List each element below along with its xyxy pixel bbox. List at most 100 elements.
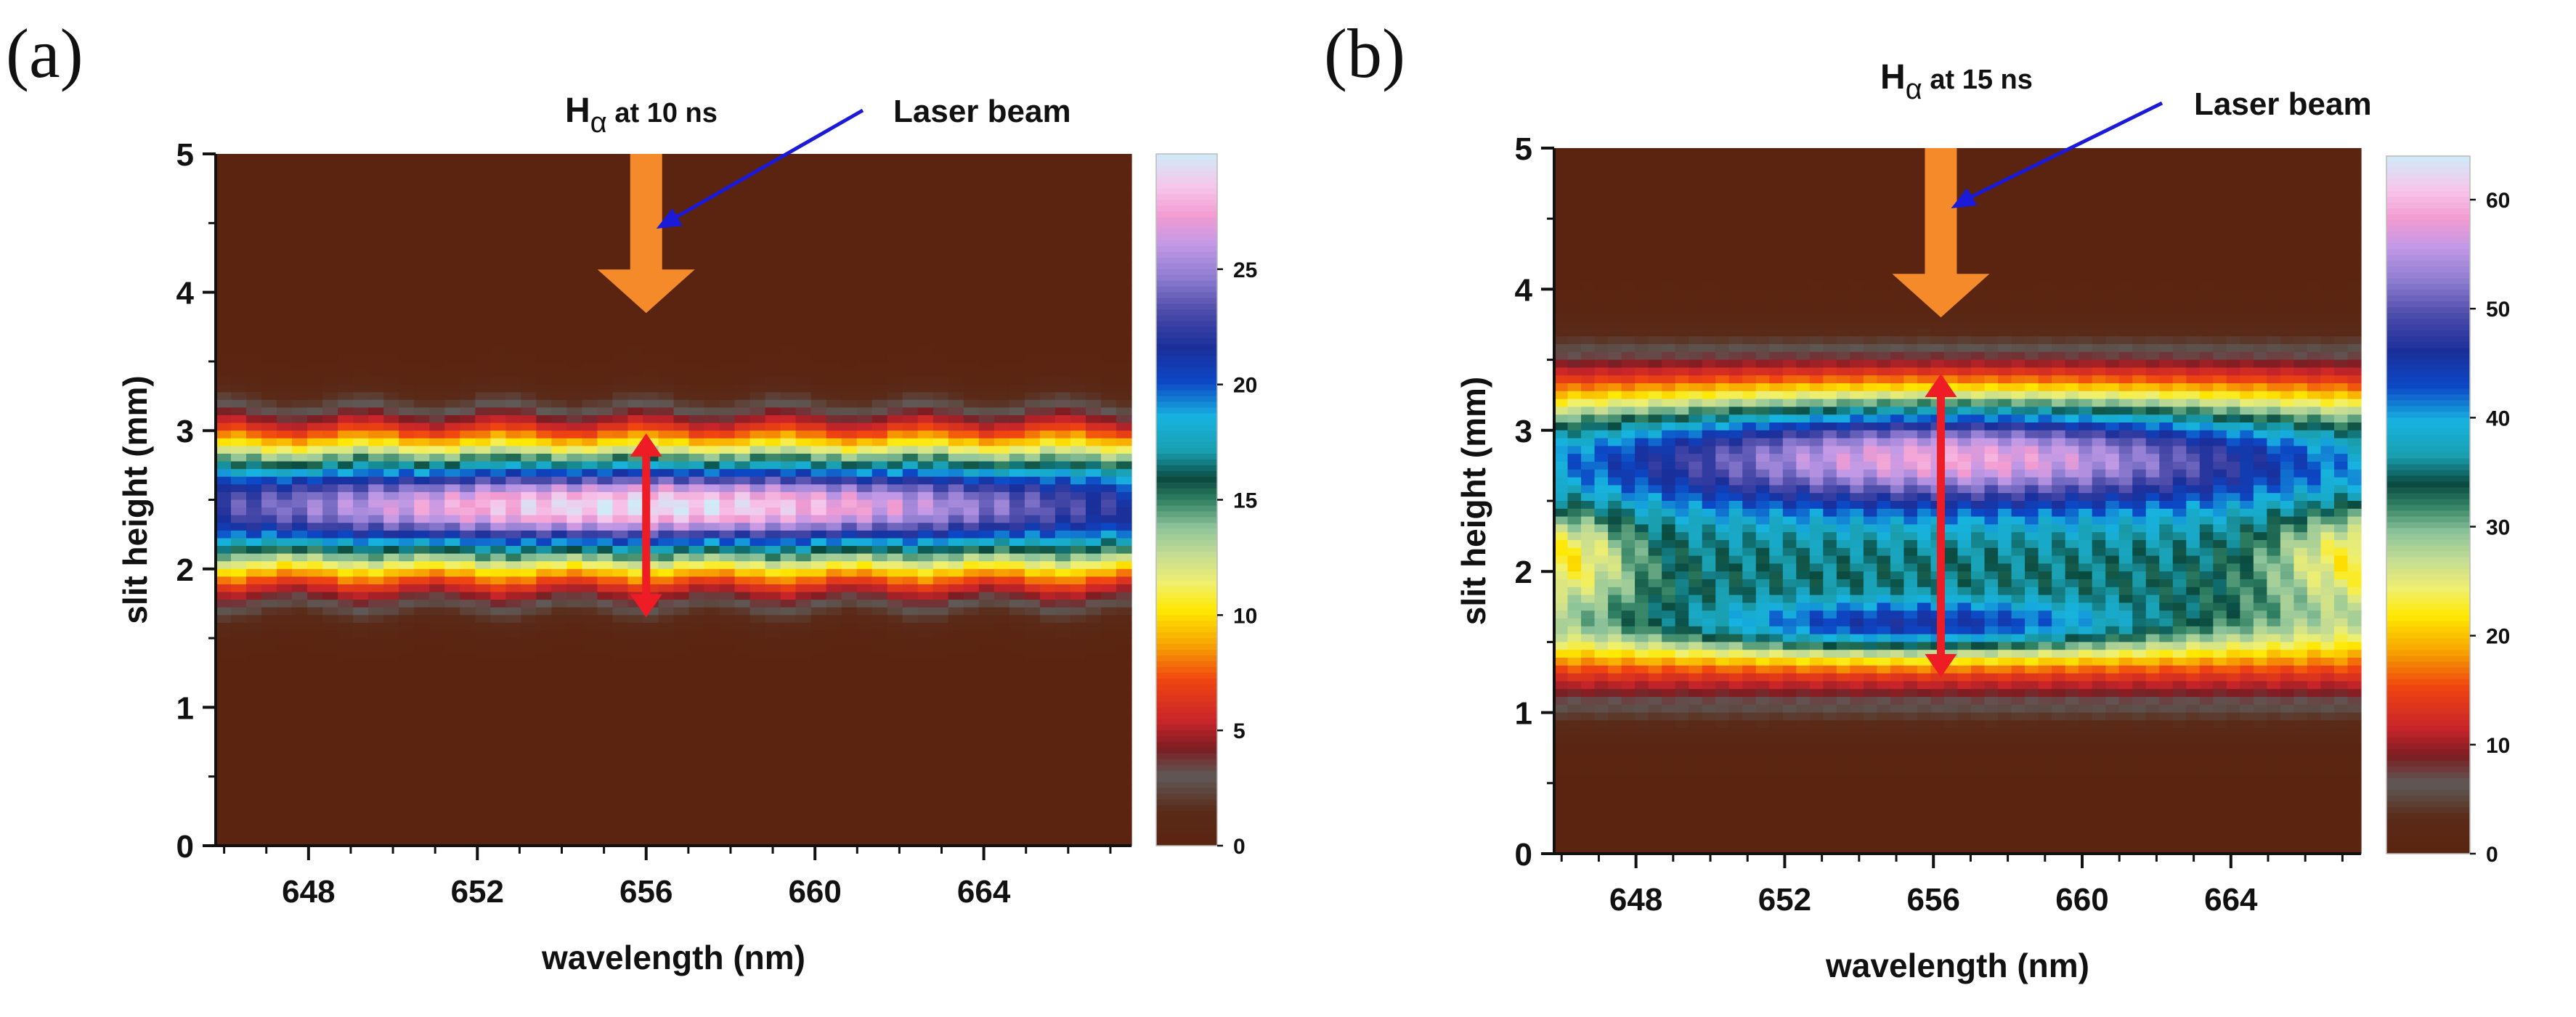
heatmap-cell [933,292,949,301]
heatmap-cell [963,322,980,332]
heatmap-cell [460,154,476,163]
heatmap-cell [1070,491,1086,501]
heatmap-cell [444,538,460,547]
heatmap-cell [1070,208,1086,216]
heatmap-cell [475,322,491,332]
heatmap-cell [1055,269,1071,278]
heatmap-cell [734,677,751,685]
heatmap-cell [292,176,308,185]
heatmap-cell [292,661,308,670]
heatmap-cell [1024,530,1041,539]
heatmap-cell [871,645,888,654]
heatmap-cell [688,192,705,201]
heatmap-cell [353,630,369,639]
heatmap-cell [856,746,873,754]
heatmap-cell [1085,469,1102,478]
heatmap-cell [1116,176,1132,185]
heatmap-cell [460,692,476,701]
heatmap-cell [658,354,675,362]
heatmap-cell [1039,461,1056,470]
heatmap-cell [917,338,934,347]
heatmap-cell [277,430,293,439]
heatmap-cell [566,261,582,270]
heatmap-cell [704,215,720,224]
heatmap-cell [582,338,598,347]
heatmap-cell [612,507,629,516]
heatmap-cell [780,354,797,362]
heatmap-cell [1055,192,1071,201]
heatmap-cell [1070,369,1086,377]
heatmap-cell [780,238,797,247]
heatmap-cell [902,384,919,393]
heatmap-cell [734,338,751,347]
heatmap-cell [734,469,751,478]
heatmap-cell [963,507,980,516]
heatmap-cell [795,369,812,377]
heatmap-cell [749,208,766,216]
heatmap-cell [414,491,430,501]
heatmap-cell [917,208,934,216]
heatmap-cell [627,392,644,401]
heatmap-cell [978,269,995,278]
heatmap-cell [338,707,354,716]
heatmap-cell [1070,184,1086,193]
heatmap-cell [871,461,888,470]
heatmap-cell [383,292,399,301]
heatmap-cell [948,630,964,639]
heatmap-cell [399,338,415,347]
heatmap-cell [917,714,934,724]
heatmap-cell [429,561,445,570]
heatmap-cell [1024,753,1041,762]
heatmap-cell [246,546,262,555]
heatmap-cell [399,292,415,301]
heatmap-cell [612,415,629,424]
heatmap-cell [444,769,460,777]
heatmap-cell [338,369,354,377]
heatmap-cell [780,738,797,746]
heatmap-cell [383,615,399,624]
heatmap-cell [627,692,644,701]
heatmap-cell [688,607,705,616]
heatmap-cell [1009,354,1025,362]
heatmap-cell [810,461,827,470]
heatmap-cell [673,422,690,431]
heatmap-cell [444,307,460,316]
heatmap-cell [368,568,384,577]
heatmap-cell [307,154,323,163]
heatmap-cell [688,592,705,600]
heatmap-cell [1024,361,1041,370]
heatmap-cell [978,407,995,416]
heatmap-cell [658,261,675,270]
heatmap-cell [749,499,766,508]
heatmap-cell [1085,776,1102,785]
heatmap-cell [612,753,629,762]
heatmap-cell [551,600,567,608]
heatmap-cell [566,300,582,309]
heatmap-cell [399,154,415,163]
heatmap-cell [414,246,430,255]
heatmap-cell [277,246,293,255]
heatmap-cell [261,669,277,677]
heatmap-cell [353,184,369,193]
heatmap-cell [856,491,873,501]
heatmap-cell [978,568,995,577]
heatmap-cell [597,438,614,446]
heatmap-cell [887,261,903,270]
heatmap-cell [1085,253,1102,262]
heatmap-cell [856,615,873,624]
heatmap-cell [566,377,582,385]
heatmap-cell [963,369,980,377]
heatmap-cell [1055,430,1071,439]
heatmap-cell [1116,230,1132,240]
heatmap-cell [444,269,460,278]
heatmap-cell [246,377,262,385]
heatmap-cell [490,746,506,754]
heatmap-cell [536,438,552,446]
heatmap-cell [810,246,827,255]
heatmap-cell [322,653,338,662]
heatmap-cell [871,638,888,647]
heatmap-cell [1024,638,1041,647]
heatmap-cell [917,200,934,208]
heatmap-cell [566,285,582,293]
heatmap-cell [307,576,323,585]
